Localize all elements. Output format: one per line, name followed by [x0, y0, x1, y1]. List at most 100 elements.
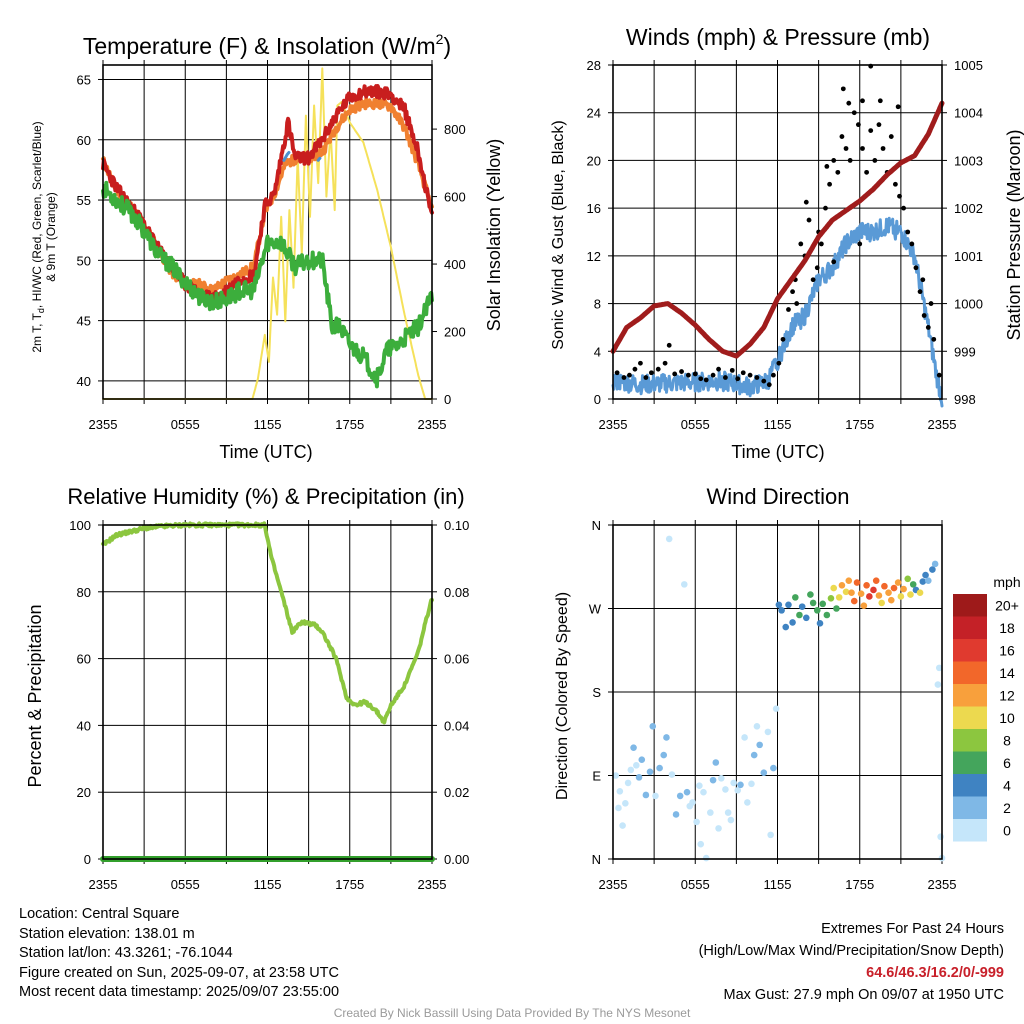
- direction-point: [630, 744, 637, 751]
- wind-x-tick-label: 1155: [764, 417, 792, 432]
- direction-point: [830, 584, 838, 592]
- gust-point: [666, 342, 672, 348]
- direction-point: [612, 772, 620, 779]
- gust-point: [860, 146, 865, 151]
- gust-point: [818, 241, 824, 247]
- wind-y2-tick-label: 999: [954, 344, 976, 359]
- direction-point: [741, 734, 748, 741]
- wind-x-tick-label: 1755: [845, 417, 874, 432]
- rh-y2-tick-label: 0.00: [444, 852, 469, 867]
- dir-frame: [612, 524, 943, 860]
- wind-y2-tick-label: 998: [954, 392, 976, 407]
- gust-point: [798, 241, 804, 247]
- direction-point: [737, 781, 744, 789]
- gust-point: [847, 158, 853, 163]
- gust-point: [835, 169, 841, 175]
- gust-point: [716, 366, 721, 372]
- direction-point: [722, 786, 729, 793]
- direction-point: [857, 590, 865, 597]
- temp-x-tick-label: 1755: [335, 417, 364, 432]
- gust-point: [843, 146, 849, 151]
- rh-x-tick-label: 1755: [335, 877, 364, 892]
- direction-title: Wind Direction: [706, 484, 849, 509]
- speed-colorbar: mph 20+ 18 16 14 12 10 8 6 4 2 0: [953, 574, 1021, 842]
- colorbar-label: 4: [1003, 777, 1011, 793]
- gust-point: [685, 372, 691, 378]
- colorbar-swatch: [953, 751, 987, 774]
- gust-point: [776, 360, 782, 366]
- rh-y2-tick-label: 0.10: [444, 518, 469, 533]
- gust-point: [679, 369, 684, 374]
- temp-x-tick-label: 0555: [171, 417, 200, 432]
- temperature-plot-area: 2355 0555 1155 1755 2355 40 45 50 55 60 65 0 200 400 6…: [77, 60, 466, 432]
- direction-point: [712, 759, 720, 766]
- direction-plot-area: 2355 0555 1155 1755 2355 N E S W N: [589, 518, 957, 892]
- colorbar-swatch: [953, 639, 987, 662]
- dir-y-tick-label: S: [592, 685, 601, 700]
- direction-point: [676, 792, 684, 800]
- station-elevation: Station elevation: 138.01 m: [19, 925, 195, 942]
- gust-point: [839, 134, 845, 139]
- temp-x-tick-label: 2355: [89, 417, 118, 432]
- direction-point: [680, 581, 688, 588]
- colorbar-swatch: [953, 819, 987, 842]
- dir-x-tick-label: 2355: [928, 877, 957, 892]
- wind-y-tick-label: 24: [587, 106, 601, 121]
- direction-point: [907, 591, 914, 598]
- temperature-y-axis-label-line2: & 9m T (Orange): [44, 192, 58, 282]
- wind-y2-tick-label: 1001: [954, 249, 983, 264]
- temperature-panel: Temperature (F) & Insolation (W/m2) 2355…: [30, 31, 504, 462]
- rh-x-tick-label: 0555: [171, 877, 200, 892]
- temp-y-tick-label: 50: [77, 253, 91, 268]
- direction-point: [853, 579, 861, 586]
- direction-point: [827, 594, 835, 602]
- gust-point: [806, 217, 812, 223]
- gust-point: [614, 370, 620, 376]
- direction-point: [782, 623, 790, 631]
- wind-plot-area: 2355 0555 1155 1755 2355 0 4 8 12 16 20 24 28 998 999 1…: [587, 58, 983, 432]
- gust-point: [747, 372, 753, 378]
- direction-point: [842, 588, 850, 596]
- wind-x-tick-label: 2355: [599, 417, 628, 432]
- direction-point: [919, 578, 927, 585]
- gust-point: [827, 181, 832, 187]
- direction-point: [717, 774, 725, 782]
- wind-y2-tick-label: 1002: [954, 201, 983, 216]
- colorbar-label: 6: [1003, 755, 1011, 771]
- direction-point: [897, 593, 905, 600]
- station-latlon: Station lat/lon: 43.3261; -76.1044: [19, 945, 233, 961]
- direction-point: [693, 818, 700, 826]
- gust-point: [632, 366, 638, 372]
- gust-point: [662, 360, 668, 366]
- rh-y-tick-label: 40: [77, 718, 91, 733]
- direction-point: [656, 764, 663, 772]
- rh-x-tick-label: 2355: [418, 877, 447, 892]
- direction-y-axis-label: Direction (Colored By Speed): [554, 592, 571, 800]
- direction-point: [922, 571, 929, 579]
- colorbar-label: 20+: [995, 597, 1019, 613]
- gust-point: [814, 265, 820, 271]
- direction-point: [750, 751, 758, 759]
- gust-point: [877, 98, 883, 104]
- temp-y-tick-label: 40: [77, 374, 91, 389]
- temp-frame: [102, 64, 433, 400]
- dir-y-tick-label: N: [592, 518, 601, 533]
- dir-y-tick-label: W: [589, 602, 602, 617]
- gust-point: [780, 336, 786, 342]
- rh-y-tick-label: 60: [77, 652, 91, 667]
- direction-point: [838, 582, 846, 589]
- wind-y-tick-label: 12: [587, 249, 601, 264]
- direction-point: [778, 607, 785, 614]
- direction-point: [789, 619, 796, 626]
- gust-point: [803, 199, 809, 205]
- direction-point: [633, 761, 640, 769]
- gust-point: [840, 86, 846, 92]
- gust-point: [917, 289, 923, 295]
- temperature-series-td: [101, 180, 434, 389]
- direction-point: [616, 787, 624, 795]
- temp-x-tick-label: 2355: [418, 417, 447, 432]
- gust-point: [920, 277, 926, 283]
- gust-point: [928, 301, 934, 306]
- rh-y-tick-label: 100: [69, 518, 91, 533]
